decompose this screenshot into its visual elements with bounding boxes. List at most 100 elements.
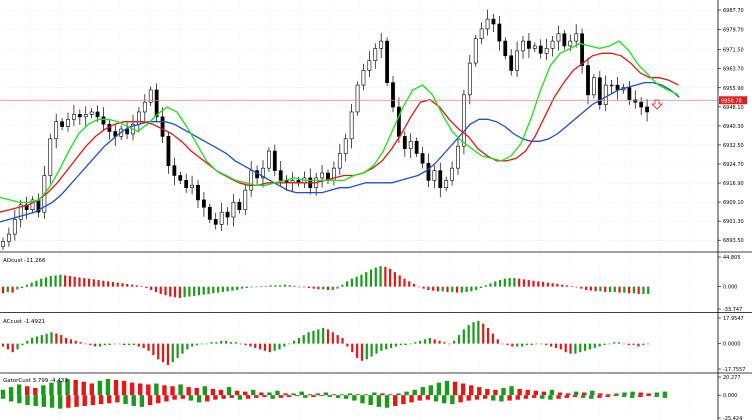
gator-lower-bar [286, 395, 292, 397]
ao-bar [240, 286, 244, 289]
ao-bar [83, 278, 86, 287]
gator-upper-bar [97, 380, 103, 396]
ao-bar [150, 286, 153, 290]
gator-upper-bar [590, 390, 595, 396]
ac-bar [220, 340, 223, 344]
ao-bar [341, 284, 344, 287]
ao-bar [551, 283, 554, 287]
ac-bar [244, 343, 247, 346]
gator-lower-bar [229, 395, 234, 398]
ac-bar [147, 343, 150, 351]
candle-body [207, 206, 212, 220]
ac-bar [365, 343, 368, 360]
gator-upper-bar [380, 393, 385, 396]
ac-bar [331, 332, 334, 344]
price-panel [0, 9, 718, 250]
gator-upper-bar [606, 394, 611, 396]
ao-bar [30, 282, 33, 287]
ao-bar [159, 286, 162, 294]
gator-lower-bar [629, 395, 635, 398]
gator-upper-bar [291, 393, 296, 396]
y-tick-label: 6893.50 [723, 238, 744, 244]
gator-lower-bar [482, 395, 488, 399]
ac-bar [161, 343, 165, 363]
ac-bar [525, 343, 528, 346]
ao-bar [331, 286, 334, 290]
gator-upper-bar [178, 384, 183, 396]
ac-bar [40, 335, 43, 344]
ao-bar [173, 286, 177, 298]
ac-bar [263, 343, 267, 351]
candle-body [225, 211, 230, 218]
ao-bar [212, 286, 215, 294]
ac-bar [249, 343, 252, 347]
gator-lower-bar [188, 395, 194, 401]
gator-lower-bar [409, 395, 414, 403]
ac-bar [322, 327, 325, 344]
candle-body [373, 48, 378, 61]
candle-body [190, 184, 194, 188]
ac-bar [385, 343, 388, 350]
ac-bar [637, 343, 640, 347]
gator-upper-bar [57, 380, 62, 396]
candle-body [385, 40, 389, 83]
ao-bar [570, 285, 573, 287]
candle-body [77, 114, 82, 118]
ac-title: ACcust -1.4921 [3, 319, 45, 325]
gator-upper-bar [49, 382, 54, 396]
candle-body [30, 199, 35, 210]
gator-lower-bar [90, 395, 96, 406]
candle-body [503, 40, 508, 57]
ac-bar [535, 343, 538, 345]
ac-bar [55, 333, 58, 344]
gator-upper-bar [517, 388, 522, 396]
alligator-teeth-line [0, 52, 679, 213]
gator-lower-bar [131, 395, 136, 406]
ac-bar [205, 343, 208, 345]
candle-body [532, 45, 537, 49]
ao-bar [465, 286, 468, 292]
gator-upper-bar [8, 387, 14, 396]
ac-bar [278, 343, 281, 350]
gator-upper-bar [146, 384, 151, 396]
ao-bar [1, 286, 5, 294]
ac-bar [35, 336, 39, 344]
ao-bar [317, 286, 320, 290]
gator-lower-bar [491, 395, 496, 401]
ac-bar [108, 343, 111, 346]
ac-bar [215, 342, 218, 344]
ac-bar [559, 343, 562, 350]
gator-upper-bar [477, 387, 482, 396]
ao-bar [403, 278, 406, 287]
ao-bar [594, 286, 597, 292]
ac-bar [317, 329, 320, 344]
gator-upper-bar [525, 389, 530, 396]
ac-bar [166, 343, 170, 366]
gator-lower-bar [343, 395, 349, 399]
ac-bar [94, 343, 97, 347]
gator-upper-bar [218, 389, 224, 396]
gator-lower-bar [98, 395, 104, 405]
ao-bar [565, 285, 569, 287]
gator-lower-bar [172, 395, 177, 400]
gator-upper-bar [65, 379, 70, 396]
candle-body [349, 111, 354, 140]
gator-lower-bar [57, 395, 63, 409]
ac-bar [419, 340, 422, 344]
gator-lower-bar [417, 395, 422, 401]
y-tick-label: 6901.30 [723, 219, 744, 225]
gator-upper-bar [412, 389, 417, 396]
gator-upper-bar [41, 385, 46, 396]
ao-bar [21, 286, 24, 288]
gator-lower-bar [360, 395, 365, 404]
ao-bar [197, 286, 201, 296]
ac-bar [292, 340, 296, 344]
gator-lower-bar [515, 395, 520, 400]
ao-bar [436, 286, 440, 292]
ao-bar [188, 286, 191, 297]
candle-body [538, 45, 543, 54]
ao-bar [408, 281, 411, 287]
ao-bar [455, 286, 459, 293]
ac-bar [288, 343, 291, 345]
